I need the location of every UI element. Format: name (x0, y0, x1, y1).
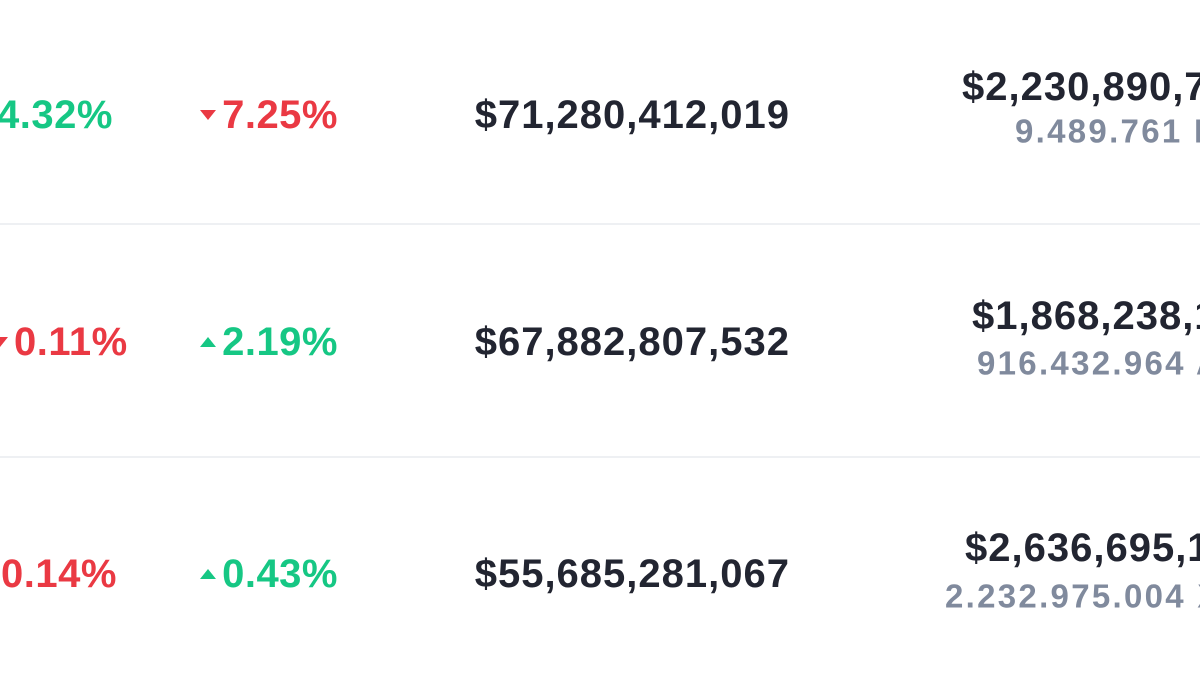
pct-24h-value: 4.32% (0, 93, 113, 137)
row-divider (0, 456, 1200, 458)
pct-24h-cell: 0.11% (0, 322, 128, 362)
change-arrow-icon (200, 337, 217, 347)
pct-7d-value: 7.25% (222, 93, 338, 137)
pct-24h-cell: 0.14% (0, 554, 117, 594)
pct-7d-cell: 2.19% (200, 322, 338, 362)
supply-value: 916.432.964 A (977, 344, 1200, 382)
pct-7d-value: 0.43% (222, 552, 338, 596)
pct-7d-cell: 0.43% (200, 554, 338, 594)
volume-value: $71,280,412,019 (474, 93, 790, 137)
market-cap-cell: $2,230,890,7 (962, 67, 1200, 107)
volume-cell: $71,280,412,019 (475, 95, 790, 135)
pct-24h-value: 0.11% (14, 320, 128, 364)
circulating-supply-cell: 916.432.964 A (977, 347, 1200, 380)
change-arrow-icon (0, 337, 8, 347)
pct-24h-cell: 4.32% (0, 95, 113, 135)
market-cap-value: $2,636,695,1 (965, 526, 1200, 570)
market-cap-cell: $1,868,238,1 (972, 296, 1200, 336)
market-cap-cell: $2,636,695,1 (965, 528, 1200, 568)
change-arrow-icon (200, 569, 217, 579)
market-cap-value: $2,230,890,7 (962, 65, 1200, 109)
pct-7d-value: 2.19% (222, 320, 338, 364)
circulating-supply-cell: 9.489.761 B (1015, 115, 1200, 148)
circulating-supply-cell: 2.232.975.004 X (945, 580, 1200, 613)
volume-value: $55,685,281,067 (474, 552, 790, 596)
market-cap-value: $1,868,238,1 (972, 294, 1200, 338)
supply-value: 9.489.761 B (1015, 112, 1200, 150)
pct-7d-cell: 7.25% (200, 95, 338, 135)
volume-cell: $55,685,281,067 (475, 554, 790, 594)
change-arrow-icon (200, 110, 217, 120)
volume-value: $67,882,807,532 (474, 320, 790, 364)
supply-value: 2.232.975.004 X (945, 577, 1200, 615)
pct-24h-value: 0.14% (1, 552, 117, 596)
volume-cell: $67,882,807,532 (475, 322, 790, 362)
row-divider (0, 223, 1200, 225)
